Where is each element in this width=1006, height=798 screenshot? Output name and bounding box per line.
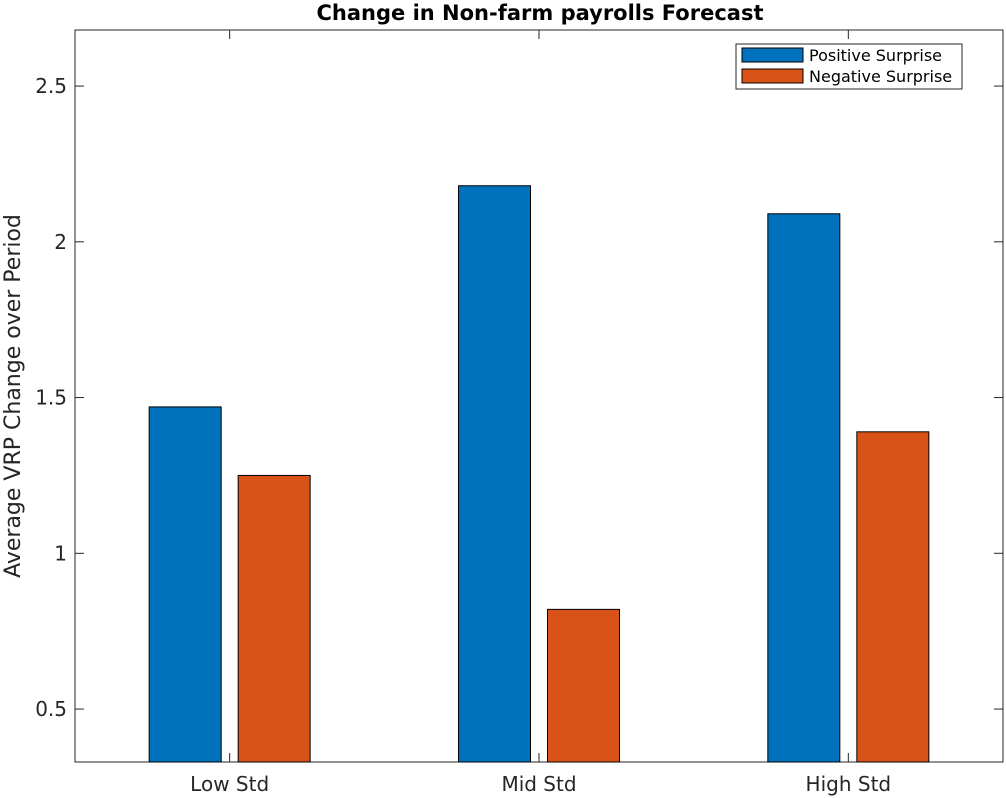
x-tick-label: Low Std [190, 772, 269, 796]
legend-swatch [741, 68, 804, 84]
x-tick-label: Mid Std [501, 772, 576, 796]
bar-negative-surprise-high-std [856, 431, 930, 763]
y-tick-label: 1.5 [35, 386, 67, 410]
y-tick-label: 0.5 [35, 697, 67, 721]
y-tick-label: 2.5 [35, 74, 67, 98]
bar-positive-surprise-low-std [148, 406, 222, 763]
bar-positive-surprise-mid-std [458, 185, 531, 763]
y-tick-label: 2 [54, 230, 67, 254]
legend-entry: Positive Surprise [809, 46, 942, 65]
bar-negative-surprise-mid-std [547, 608, 620, 763]
bar-positive-surprise-high-std [767, 213, 841, 763]
plot-area: 0.5 1 1.5 2 2.5 Low Std Mid Std High Std Positiv… [35, 29, 1004, 796]
bar-negative-surprise-low-std [237, 474, 311, 763]
legend-swatch [741, 47, 804, 63]
legend-entry: Negative Surprise [809, 67, 952, 86]
x-tick-label: High Std [806, 772, 892, 796]
chart-title: Change in Non-farm payrolls Forecast [317, 1, 764, 25]
y-tick-label: 1 [54, 541, 67, 565]
y-axis-label: Average VRP Change over Period [1, 214, 26, 578]
